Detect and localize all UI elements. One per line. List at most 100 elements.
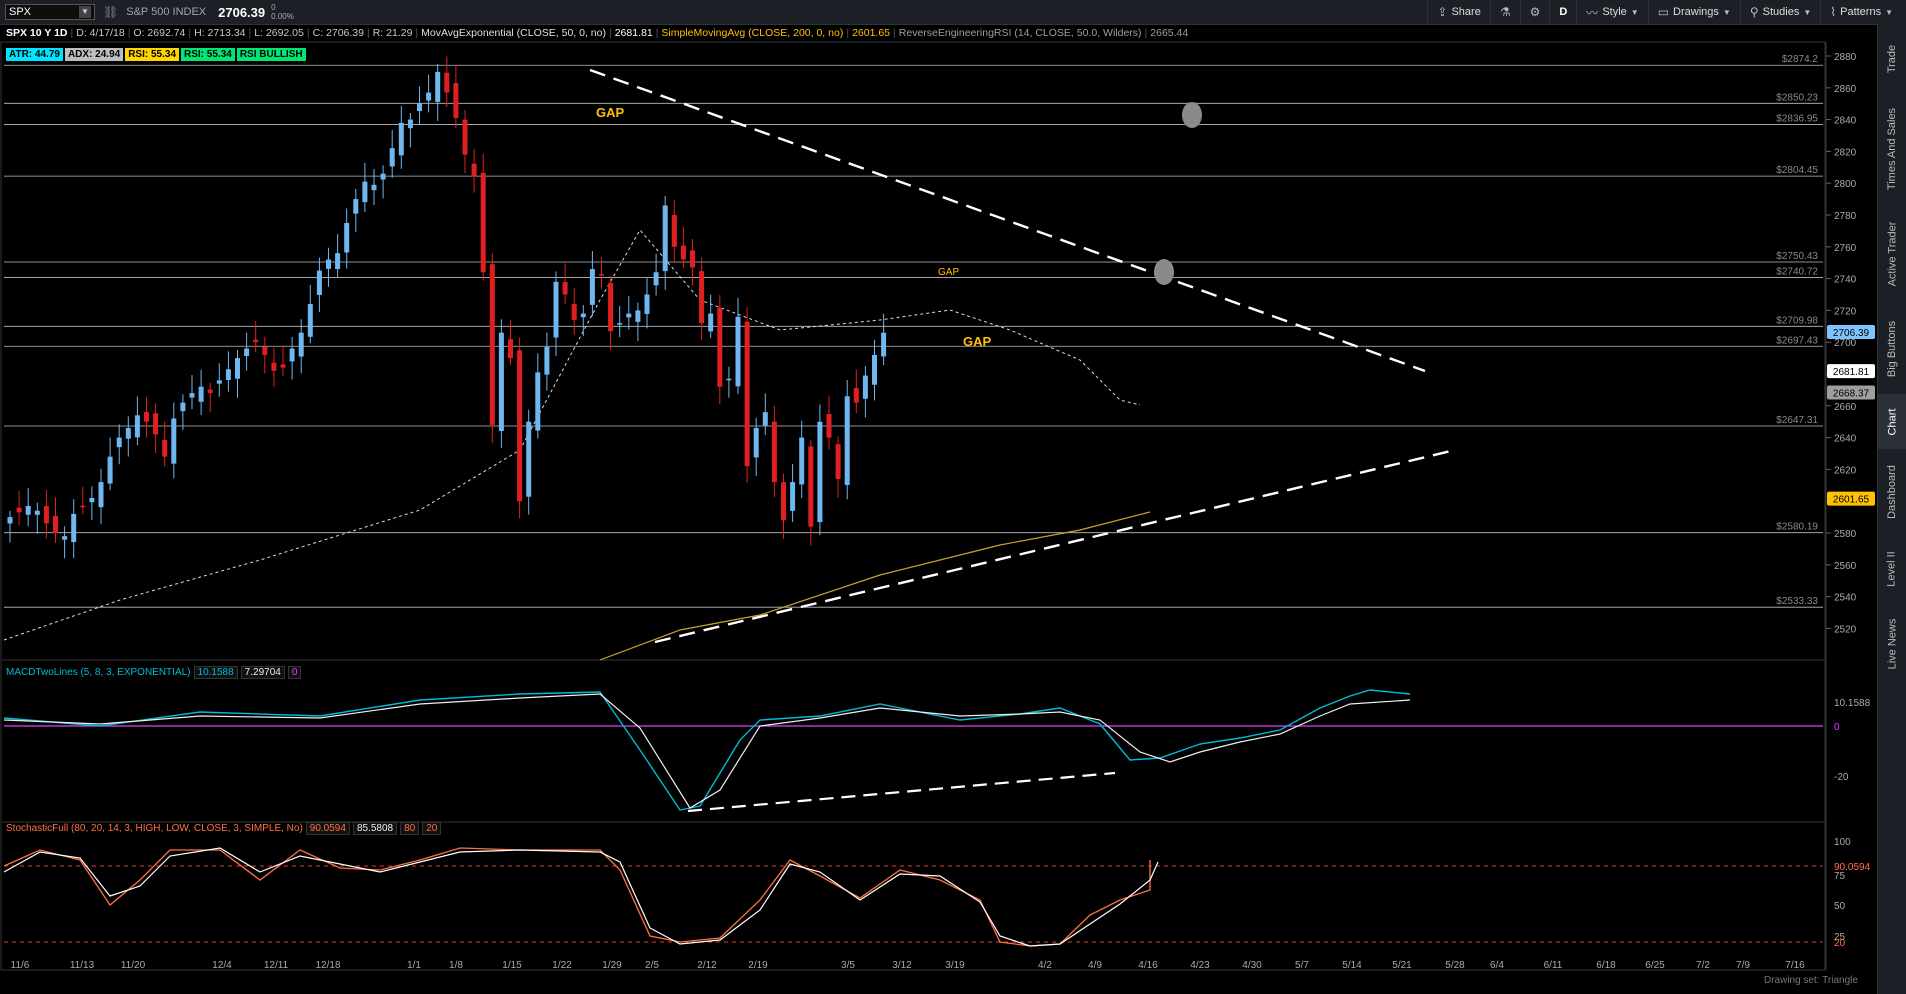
candle-body — [644, 294, 650, 314]
indicator-chips: ATR: 44.79 ADX: 24.94 RSI: 55.34 RSI: 55… — [6, 48, 306, 61]
date-axis-label: 11/6 — [11, 960, 30, 971]
tab-big-buttons[interactable]: Big Buttons — [1878, 304, 1906, 394]
date-axis-label: 7/16 — [1785, 960, 1805, 971]
patterns-button[interactable]: ⌇ Patterns ▼ — [1820, 0, 1902, 24]
ema-study-label[interactable]: MovAvgExponential (CLOSE, 50, 0, no) — [421, 27, 606, 39]
stoch-overbought: 80 — [400, 822, 420, 835]
macd-zero: 0 — [287, 666, 302, 679]
price-axis-tick-label: 2780 — [1834, 211, 1857, 222]
stoch-d-value: 85.5808 — [352, 822, 398, 835]
share-icon: ⇪ — [1437, 5, 1448, 19]
macd-label[interactable]: MACDTwoLines (5, 8, 3, EXPONENTIAL) 10.1… — [6, 666, 302, 679]
candle-body — [589, 269, 595, 305]
candle-body — [790, 482, 796, 511]
date-axis-label: 12/4 — [212, 960, 232, 971]
flask-button[interactable]: ⚗ — [1489, 0, 1520, 24]
tab-label: Active Trader — [1886, 221, 1898, 287]
price-axis-tick-label: 2820 — [1834, 147, 1857, 158]
candle-body — [489, 264, 495, 425]
stoch-label[interactable]: StochasticFull (80, 20, 14, 3, HIGH, LOW… — [6, 822, 442, 835]
stoch-d-line — [3, 847, 1159, 947]
candle-body — [307, 304, 313, 337]
bar-open: O: 2692.74 — [133, 27, 186, 39]
tab-level-ii[interactable]: Level II — [1878, 534, 1906, 604]
tab-label: Dashboard — [1886, 464, 1899, 519]
candle-body — [34, 510, 40, 515]
net-change: 0 0.00% — [271, 3, 294, 21]
share-button[interactable]: ⇪ Share — [1427, 0, 1489, 24]
price-level-label: $2647.31 — [1776, 415, 1818, 426]
tab-live-news[interactable]: Live News — [1878, 604, 1906, 684]
candle-body — [98, 482, 104, 508]
date-axis: 11/6 11/13 11/20 12/4 12/11 12/18 1/1 1/8 1/15 1/… — [11, 960, 1806, 971]
price-marker-label: 2681.81 — [1833, 367, 1870, 378]
tab-chart[interactable]: Chart — [1878, 394, 1906, 449]
sma-line — [599, 511, 1151, 661]
price-marker-badge — [1827, 325, 1875, 340]
period-button[interactable]: D — [1549, 0, 1576, 24]
symbol-selector[interactable]: SPX ▼ — [5, 4, 95, 20]
price-axis-tick-label: 2640 — [1834, 434, 1857, 445]
period-label: D — [1559, 6, 1568, 18]
tab-times-and-sales[interactable]: Times And Sales — [1878, 94, 1906, 204]
stoch-axis-label: 75 — [1834, 871, 1846, 882]
date-axis-label: 7/9 — [1736, 960, 1750, 971]
candle-body — [744, 321, 750, 467]
bar-range: R: 21.29 — [372, 27, 413, 39]
symbol-text: SPX — [9, 6, 32, 18]
price-axis-tick-label: 2540 — [1834, 593, 1857, 604]
trendline-drawings[interactable] — [589, 68, 1456, 644]
style-label: Style — [1602, 6, 1627, 18]
candle-body — [453, 83, 459, 119]
link-icon[interactable]: ⛓ — [103, 5, 119, 19]
tab-active-trader[interactable]: Active Trader — [1878, 204, 1906, 304]
rsi-study-label[interactable]: ReverseEngineeringRSI (14, CLOSE, 50.0, … — [898, 27, 1142, 39]
rsi-chip-green: RSI: 55.34 — [181, 48, 235, 61]
drawing-set-status[interactable]: Drawing set: Triangle — [1764, 975, 1858, 986]
price-marker-badge — [1827, 491, 1875, 506]
style-button[interactable]: 〰 Style ▼ — [1576, 0, 1647, 24]
date-axis-label: 5/14 — [1342, 960, 1362, 971]
macd-value-line — [3, 689, 1411, 811]
price-chart[interactable]: $2874.2 $2850.23 $2836.95 $2804.45 $2750.43 $… — [0, 24, 1878, 994]
candle-body — [244, 348, 250, 357]
chevron-down-icon: ▼ — [1803, 7, 1812, 17]
candle-body — [7, 517, 13, 524]
studies-button[interactable]: ⚲ Studies ▼ — [1739, 0, 1820, 24]
candle-body — [480, 172, 486, 273]
price-axis-tick-label: 2560 — [1834, 561, 1857, 572]
price-level-label: $2580.19 — [1776, 522, 1818, 533]
candle-body — [553, 281, 559, 338]
settings-button[interactable]: ⚙ — [1519, 0, 1550, 24]
tab-trade[interactable]: Trade — [1878, 24, 1906, 94]
sma-study-label[interactable]: SimpleMovingAvg (CLOSE, 200, 0, no) — [661, 27, 844, 39]
price-level-label: $2850.23 — [1776, 92, 1818, 103]
chart-info-bar: SPX 10 Y 1D | D: 4/17/18 | O: 2692.74 | … — [6, 27, 1189, 39]
price-axis-tick-label: 2860 — [1834, 84, 1857, 95]
candle-body — [517, 350, 523, 502]
candle-body — [43, 506, 49, 524]
price-level-label: $2836.95 — [1776, 113, 1818, 124]
stoch-title: StochasticFull (80, 20, 14, 3, HIGH, LOW… — [6, 823, 303, 834]
chevron-down-icon[interactable]: ▼ — [79, 6, 91, 18]
date-axis-label: 5/21 — [1392, 960, 1412, 971]
drawings-button[interactable]: ▭ Drawings ▼ — [1647, 0, 1740, 24]
tab-dashboard[interactable]: Dashboard — [1878, 449, 1906, 534]
candle-body — [389, 148, 395, 167]
stoch-axis-label: 90.0594 — [1834, 862, 1871, 873]
candle-body — [444, 72, 450, 93]
date-axis-label: 12/18 — [315, 960, 340, 971]
price-level-label: $2709.98 — [1776, 315, 1818, 326]
style-icon: 〰 — [1586, 5, 1599, 20]
macd-value: 10.1588 — [193, 666, 238, 679]
ema-study-value: 2681.81 — [614, 27, 653, 39]
net-change-value: 0 — [271, 3, 276, 12]
target-marker — [1154, 259, 1174, 285]
candle-body — [808, 446, 814, 527]
price-axis-tick-label: 2800 — [1834, 179, 1857, 190]
candle-body — [189, 393, 195, 398]
candle-body — [125, 428, 131, 439]
candle-body — [107, 456, 113, 484]
candle-body — [735, 316, 741, 387]
date-axis-label: 4/16 — [1138, 960, 1158, 971]
